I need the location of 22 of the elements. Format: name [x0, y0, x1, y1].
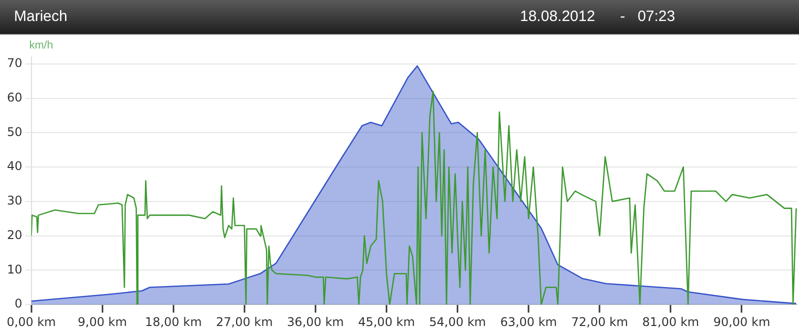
x-tick-label: 18,00 km: [144, 314, 202, 329]
y-tick-label: 10: [6, 262, 22, 276]
y-tick-label: 50: [6, 124, 22, 139]
x-tick-label: 9,00 km: [78, 314, 127, 329]
x-tick-label: 90,00 km: [713, 314, 770, 329]
y-tick-label: 20: [6, 228, 22, 242]
x-tick-label: 81,00 km: [642, 314, 700, 329]
y-axis-title: km/h: [29, 40, 54, 52]
x-tick-label: 54,00 km: [429, 314, 486, 329]
x-tick-label: 63,00 km: [500, 314, 558, 329]
y-tick-label: 60: [6, 90, 22, 104]
x-tick-label: 45,00 km: [358, 314, 415, 329]
chart-title: Mariech: [14, 8, 68, 25]
y-tick-label: 0: [14, 296, 22, 311]
x-tick-label: 36,00 km: [287, 314, 344, 329]
y-tick-label: 40: [6, 159, 22, 174]
chart-subtitle: 18.08.2012 - 07:23: [520, 8, 676, 25]
y-tick-label: 30: [6, 194, 22, 208]
x-tick-label: 27,00 km: [216, 314, 273, 329]
x-tick-label: 72,00 km: [571, 314, 628, 329]
y-tick-label: 70: [6, 56, 22, 70]
x-tick-label: 0,00 km: [6, 314, 56, 329]
